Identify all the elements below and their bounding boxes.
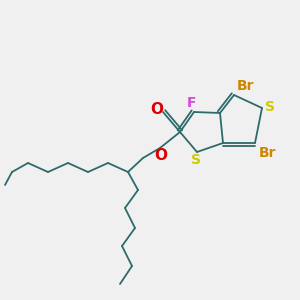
Text: O: O	[154, 148, 167, 164]
Text: S: S	[191, 153, 201, 167]
Text: S: S	[265, 100, 275, 114]
Text: F: F	[187, 96, 197, 110]
Text: Br: Br	[258, 146, 276, 160]
Text: O: O	[151, 103, 164, 118]
Text: Br: Br	[237, 79, 255, 93]
